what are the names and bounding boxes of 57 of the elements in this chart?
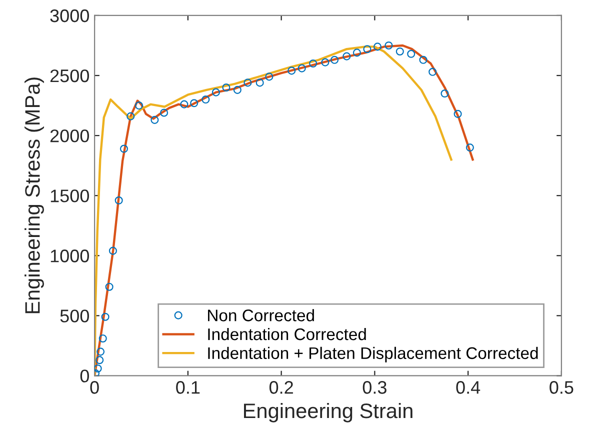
x-tick-label: 0: [90, 381, 99, 394]
y-tick-label: 500: [60, 310, 89, 322]
point: [428, 68, 437, 76]
point: [396, 47, 404, 56]
point: [180, 100, 188, 108]
point: [419, 56, 428, 64]
point: [114, 196, 123, 204]
point: [298, 64, 306, 72]
point: [288, 66, 296, 75]
point: [120, 144, 128, 153]
y-axis-title: Engineering Stress (MPa): [24, 78, 44, 314]
point: [309, 59, 318, 68]
y-tick-label: 3000: [50, 9, 89, 22]
x-tick-label: 0.4: [456, 381, 480, 394]
point: [96, 348, 105, 356]
point: [98, 334, 107, 343]
y-tick-label: 0: [80, 370, 89, 382]
x-tick-label: 0.1: [176, 381, 200, 394]
x-tick-label: 0.5: [550, 381, 574, 394]
point: [454, 110, 462, 118]
point: [96, 356, 104, 364]
point: [342, 52, 351, 60]
y-tick-label: 2000: [50, 129, 89, 142]
point: [222, 83, 230, 92]
point: [108, 246, 117, 255]
legend-label: Indentation + Platen Displacement Corrected: [208, 346, 538, 362]
x-tick-label: 0.3: [362, 381, 386, 394]
point: [363, 45, 372, 54]
point: [330, 56, 339, 64]
x-axis-title: Engineering Strain: [244, 402, 412, 422]
point: [244, 78, 252, 87]
point: [101, 312, 110, 321]
point: [150, 116, 159, 124]
x-tick-label: 0.2: [269, 381, 293, 394]
point: [321, 58, 330, 66]
point: [160, 108, 168, 117]
point: [440, 89, 449, 98]
point: [126, 112, 135, 120]
point: [256, 78, 264, 87]
legend-label: Non Corrected: [208, 309, 314, 322]
point: [407, 50, 416, 58]
y-tick-label: 2500: [50, 69, 89, 82]
y-tick-label: 1000: [50, 250, 89, 262]
point: [202, 95, 210, 104]
point: [134, 102, 144, 110]
legend-label: Indentation Corrected: [208, 328, 366, 340]
point: [233, 86, 242, 94]
point: [265, 72, 274, 81]
y-tick-label: 1500: [50, 190, 89, 202]
point: [373, 42, 382, 51]
point: [352, 48, 361, 57]
point: [105, 282, 114, 291]
point: [212, 88, 220, 96]
point: [190, 99, 198, 108]
point: [466, 144, 474, 152]
point: [94, 364, 102, 373]
point: [384, 41, 393, 50]
